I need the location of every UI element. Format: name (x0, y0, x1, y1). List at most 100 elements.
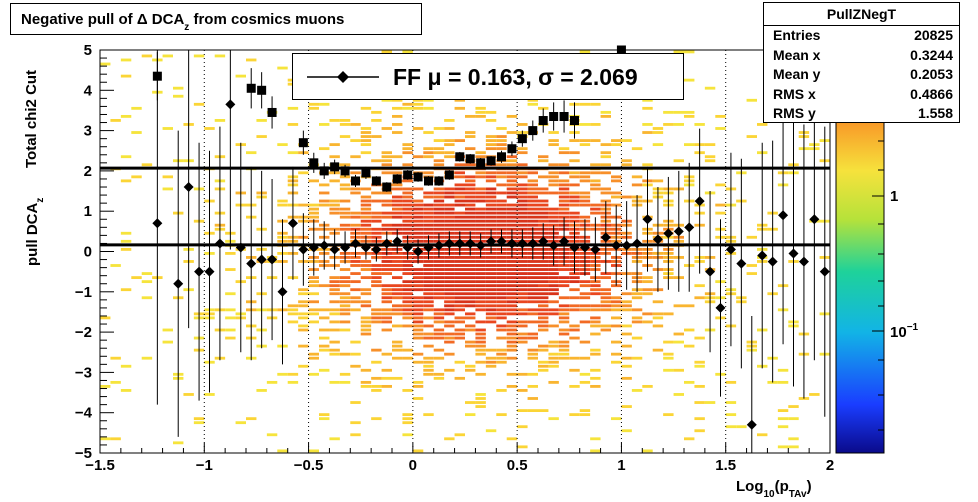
heatmap-cell (475, 219, 486, 223)
heatmap-cell (110, 437, 121, 441)
heatmap-cell (350, 401, 361, 404)
heatmap-cell (642, 449, 653, 453)
heatmap-cell (131, 106, 142, 110)
heatmap-cell (454, 195, 465, 199)
heatmap-cell (527, 268, 538, 271)
heatmap-cell (548, 360, 559, 364)
heatmap-cell (444, 264, 455, 267)
heatmap-cell (371, 376, 382, 380)
heatmap-cell (308, 449, 319, 453)
heatmap-cell (538, 215, 549, 219)
heatmap-cell (590, 384, 601, 388)
heatmap-cell (465, 227, 476, 231)
heatmap-cell (141, 163, 153, 167)
heatmap-cell (569, 219, 580, 223)
heatmap-cell (548, 280, 559, 284)
heatmap-cell (287, 106, 299, 110)
heatmap-cell (652, 131, 664, 134)
heatmap-cell (412, 106, 424, 110)
heatmap-cell (475, 348, 486, 352)
heatmap-cell (465, 316, 476, 320)
heatmap-cell (590, 348, 601, 352)
mean-point (246, 258, 257, 269)
heatmap-cell (402, 272, 413, 275)
y-tick-label: 3 (84, 123, 92, 140)
heatmap-cell (517, 324, 528, 328)
heatmap-cell (485, 264, 497, 267)
y-tick-label: −4 (75, 405, 93, 422)
heatmap-cell (527, 215, 538, 219)
heatmap-cell (412, 203, 424, 207)
heatmap-cell (569, 183, 580, 187)
heatmap-cell (402, 102, 413, 106)
heatmap-cell (506, 131, 518, 134)
heatmap-cell (371, 231, 382, 235)
heatmap-cell (496, 304, 507, 308)
heatmap-cell (433, 284, 445, 288)
heatmap-cell (402, 417, 413, 421)
heatmap-cell (402, 296, 413, 300)
heatmap-cell (339, 183, 351, 187)
heatmap-cell (319, 328, 330, 332)
heatmap-cell (433, 276, 445, 280)
heatmap-cell (350, 223, 361, 227)
heatmap-cell (423, 223, 434, 227)
heatmap-cell (684, 143, 695, 147)
heatmap-cell (433, 231, 445, 235)
heatmap-cell (433, 163, 445, 167)
heatmap-cell (475, 393, 486, 396)
sigma-point (570, 116, 579, 126)
heatmap-cell (506, 336, 518, 340)
heatmap-cell (611, 316, 622, 320)
heatmap-cell (579, 50, 591, 54)
heatmap-cell (454, 296, 465, 300)
heatmap-cell (193, 417, 205, 421)
heatmap-cell (527, 300, 538, 304)
heatmap-cell (631, 336, 643, 340)
heatmap-cell (465, 183, 476, 187)
heatmap-cell (339, 163, 351, 167)
heatmap-cell (465, 211, 476, 215)
heatmap-cell (350, 191, 361, 195)
heatmap-cell (548, 131, 559, 134)
heatmap-cell (621, 356, 632, 360)
mean-point (559, 236, 570, 247)
heatmap-cell (412, 207, 424, 211)
heatmap-cell (475, 199, 486, 203)
heatmap-cell (475, 155, 486, 159)
heatmap-cell (569, 276, 580, 280)
heatmap-cell (371, 316, 382, 320)
heatmap-cell (538, 344, 549, 348)
heatmap-cell (631, 320, 643, 324)
heatmap-cell (412, 384, 424, 388)
heatmap-cell (444, 223, 455, 227)
heatmap-cell (517, 292, 528, 296)
heatmap-cell (392, 304, 403, 308)
y-tick-label: 1 (84, 203, 92, 220)
heatmap-cell (485, 304, 497, 308)
heatmap-cell (402, 163, 413, 167)
heatmap-cell (402, 421, 413, 425)
heatmap-cell (600, 191, 611, 195)
heatmap-cell (120, 239, 132, 243)
heatmap-cell (392, 288, 403, 292)
heatmap-cell (381, 50, 392, 54)
heatmap-cell (506, 207, 518, 211)
heatmap-cell (339, 199, 351, 203)
heatmap-cell (329, 203, 340, 207)
heatmap-cell (402, 223, 413, 227)
heatmap-cell (673, 368, 684, 372)
heatmap-cell (506, 163, 518, 167)
heatmap-cell (496, 135, 507, 138)
sigma-point (538, 116, 548, 126)
heatmap-cell (475, 284, 486, 288)
heatmap-cell (548, 352, 559, 356)
heatmap-cell (746, 272, 757, 275)
heatmap-cell (621, 429, 632, 433)
heatmap-cell (319, 413, 330, 417)
heatmap-cell (485, 199, 497, 203)
mean-point (798, 256, 809, 267)
heatmap-cell (444, 187, 455, 191)
heatmap-cell (485, 280, 497, 284)
y-axis-label: pull DCAz (24, 197, 46, 266)
